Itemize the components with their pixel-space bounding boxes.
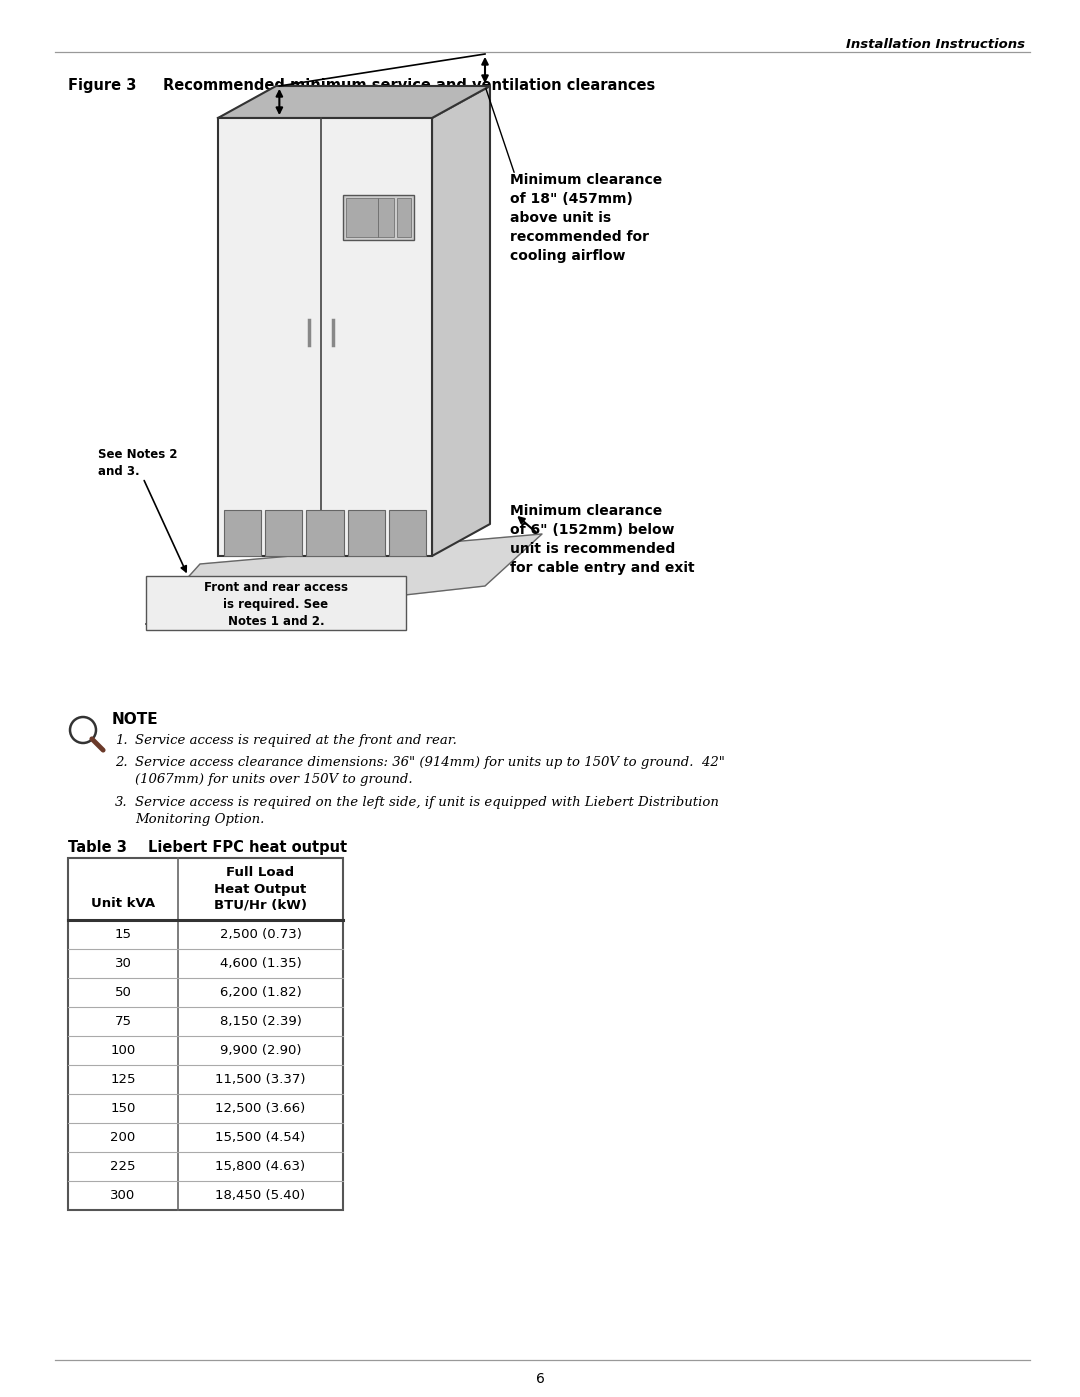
Text: 15,500 (4.54): 15,500 (4.54) xyxy=(215,1132,306,1144)
Text: Minimum clearance
of 18" (457mm)
above unit is
recommended for
cooling airflow: Minimum clearance of 18" (457mm) above u… xyxy=(510,173,662,263)
Text: NOTE: NOTE xyxy=(112,712,159,726)
Bar xyxy=(68,858,343,1210)
Text: 9,900 (2.90): 9,900 (2.90) xyxy=(219,1044,301,1058)
Text: Monitoring Option.: Monitoring Option. xyxy=(135,813,265,826)
Text: Minimum clearance
of 6" (152mm) below
unit is recommended
for cable entry and ex: Minimum clearance of 6" (152mm) below un… xyxy=(510,504,694,574)
Bar xyxy=(389,510,426,556)
Text: Liebert FPC heat output: Liebert FPC heat output xyxy=(148,840,347,855)
Text: 125: 125 xyxy=(110,1073,136,1085)
Bar xyxy=(224,510,261,556)
Text: 225: 225 xyxy=(110,1160,136,1173)
Polygon shape xyxy=(218,87,490,117)
Bar xyxy=(307,510,343,556)
Text: 2.: 2. xyxy=(114,756,127,768)
Text: 15: 15 xyxy=(114,928,132,942)
Text: 8,150 (2.39): 8,150 (2.39) xyxy=(219,1016,301,1028)
Text: Service access clearance dimensions: 36" (914mm) for units up to 150V to ground.: Service access clearance dimensions: 36"… xyxy=(135,756,725,768)
Text: Unit kVA: Unit kVA xyxy=(91,897,156,909)
Text: (1067mm) for units over 150V to ground.: (1067mm) for units over 150V to ground. xyxy=(135,773,413,787)
Bar xyxy=(378,198,394,237)
Polygon shape xyxy=(432,87,490,556)
Text: 15,800 (4.63): 15,800 (4.63) xyxy=(215,1160,306,1173)
Bar xyxy=(342,196,414,240)
Text: 6,200 (1.82): 6,200 (1.82) xyxy=(219,986,301,999)
Text: 1.: 1. xyxy=(114,733,127,747)
Text: 75: 75 xyxy=(114,1016,132,1028)
Text: 30: 30 xyxy=(114,957,132,970)
Text: Full Load
Heat Output
BTU/Hr (kW): Full Load Heat Output BTU/Hr (kW) xyxy=(214,866,307,912)
Bar xyxy=(346,198,378,237)
Text: 100: 100 xyxy=(110,1044,136,1058)
Polygon shape xyxy=(146,534,542,624)
Text: See Notes 2
and 3.: See Notes 2 and 3. xyxy=(98,448,177,478)
Text: Installation Instructions: Installation Instructions xyxy=(846,38,1025,52)
Text: 300: 300 xyxy=(110,1189,136,1201)
Bar xyxy=(348,510,384,556)
Text: Service access is required at the front and rear.: Service access is required at the front … xyxy=(135,733,457,747)
Text: 18,450 (5.40): 18,450 (5.40) xyxy=(215,1189,306,1201)
Bar xyxy=(396,198,411,237)
Text: Figure 3: Figure 3 xyxy=(68,78,136,94)
Bar xyxy=(266,510,302,556)
Text: 4,600 (1.35): 4,600 (1.35) xyxy=(219,957,301,970)
Text: 50: 50 xyxy=(114,986,132,999)
Text: 3.: 3. xyxy=(114,796,127,809)
Bar xyxy=(218,117,432,556)
Text: 11,500 (3.37): 11,500 (3.37) xyxy=(215,1073,306,1085)
Text: Table 3: Table 3 xyxy=(68,840,126,855)
Text: 200: 200 xyxy=(110,1132,136,1144)
Text: Service access is required on the left side, if unit is equipped with Liebert Di: Service access is required on the left s… xyxy=(135,796,719,809)
Text: 6: 6 xyxy=(536,1372,544,1386)
Text: 12,500 (3.66): 12,500 (3.66) xyxy=(215,1102,306,1115)
Text: Recommended minimum service and ventilation clearances: Recommended minimum service and ventilat… xyxy=(163,78,656,94)
FancyBboxPatch shape xyxy=(146,576,406,630)
Text: 150: 150 xyxy=(110,1102,136,1115)
Text: 2,500 (0.73): 2,500 (0.73) xyxy=(219,928,301,942)
Text: Front and rear access
is required. See
Notes 1 and 2.: Front and rear access is required. See N… xyxy=(204,581,348,629)
